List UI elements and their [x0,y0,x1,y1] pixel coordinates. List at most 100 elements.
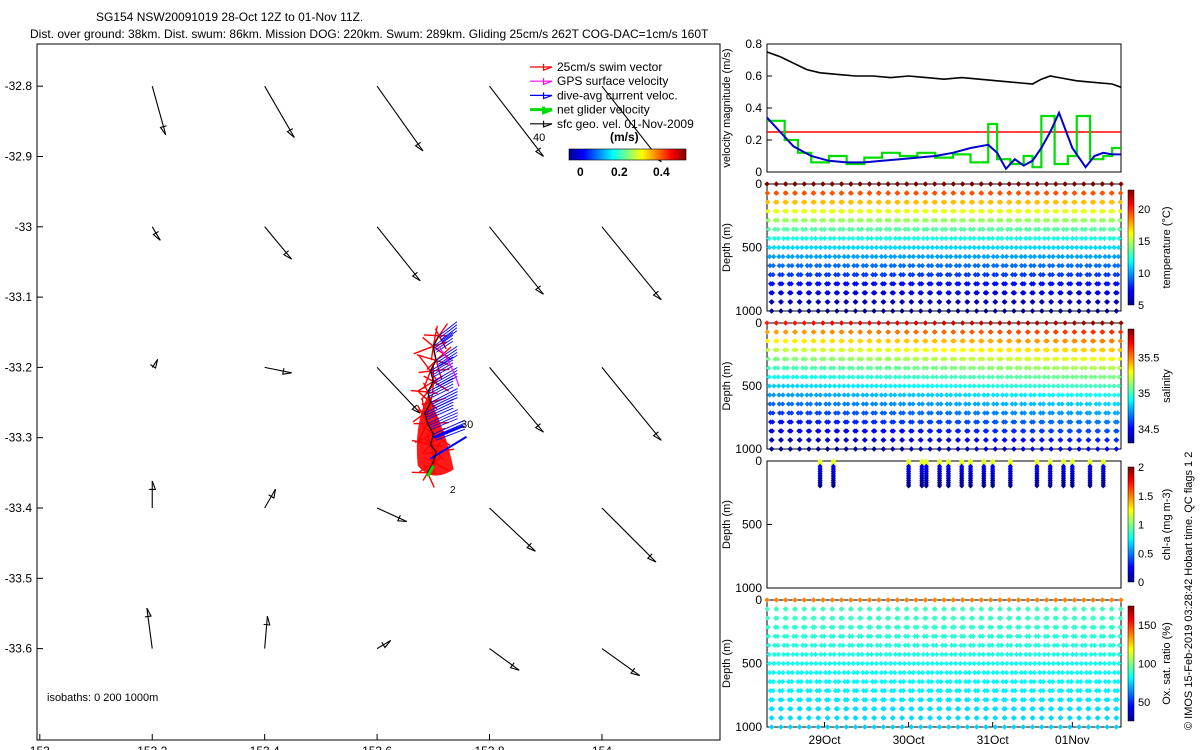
geo-vector-head [652,290,662,301]
salinity-point [975,401,981,407]
oxygen-point [1060,660,1066,667]
temperature-point [916,262,922,269]
salinity-point [812,365,818,371]
temperature-point [808,253,814,260]
oxygen-point [1085,724,1092,730]
temperature-point [817,253,823,260]
salinity-point [924,365,930,371]
oxygen-point [943,660,950,667]
salinity-point [882,401,888,407]
oxygen-point [927,715,934,721]
salinity-point [1031,410,1037,416]
salinity-point [1025,320,1031,326]
temperature-point [781,226,787,233]
temperature-point [976,235,982,242]
temperature-point [1045,226,1051,233]
chl-point [817,483,823,489]
oxygen-point [980,642,986,649]
temperature-point [863,262,870,269]
oxygen-point [839,606,845,612]
salinity-point [987,320,994,326]
temperature-point [808,244,814,251]
temperature-point [1027,244,1033,251]
temperature-point [780,235,787,242]
temperature-point [769,299,775,305]
temperature-point [1056,262,1062,269]
salinity-point [803,365,809,371]
geo-vector [489,85,544,157]
oxygen-point [806,706,813,712]
temperature-point [1082,226,1089,233]
salinity-point [797,419,804,425]
salinity-point [1022,383,1029,389]
salinity-point [1053,320,1059,326]
temperature-point [1048,299,1055,305]
swim-vector [423,334,439,337]
salinity-point [915,365,921,371]
salinity-point [867,329,873,335]
salinity-point [841,383,847,389]
legend-swatch-head [542,120,553,128]
temperature-point [827,235,833,242]
oxygen-point [851,678,857,685]
oxygen-point [1004,660,1010,667]
salinity-point [988,338,994,344]
salinity-point [826,410,832,416]
salinity-point [900,410,907,416]
salinity-point [970,347,976,353]
swim-vector [423,375,434,383]
oxygen-point [910,669,917,676]
oxygen-point [1031,669,1038,676]
oxygen-point [817,669,823,676]
geo-vector-head [282,368,292,375]
panel-y-tick-label: 1000 [735,442,762,456]
salinity-point [873,401,879,407]
oxygen-point [902,642,908,649]
oxygen-point [882,678,888,685]
salinity-point [1096,410,1102,416]
dac-vector [428,412,458,427]
oxygen-point [793,624,799,630]
salinity-point [881,437,887,443]
salinity-point [936,446,943,452]
oxygen-point [924,642,930,649]
salinity-point [1067,446,1073,452]
oxygen-point [1001,724,1008,730]
salinity-point [1008,383,1015,389]
temperature-point [818,226,824,233]
temperature-point [1108,181,1115,187]
temperature-point [876,190,882,196]
salinity-point [952,383,959,389]
salinity-point [774,338,780,344]
salinity-point [810,320,817,326]
oxygen-point [1064,660,1071,667]
oxygen-point [1006,606,1013,612]
temperature-point [1071,181,1078,187]
oxygen-point [999,651,1005,658]
temperature-point [1014,226,1020,233]
oxygen-point [849,633,855,639]
temperature-point [783,190,789,196]
temperature-point [877,217,883,223]
salinity-point [784,356,790,362]
temperature-point [1092,244,1099,251]
oxygen-point [985,669,991,676]
oxygen-point [974,715,980,721]
salinity-point [946,428,953,434]
oxygen-point [1074,660,1080,667]
oxygen-point [961,642,967,649]
temperature-point [1083,235,1089,242]
panel-colorbar-tick: 50 [1138,697,1150,709]
credit-text: © IMOS 15-Feb-2019 03:28:42 Hobart time.… [1183,452,1195,730]
temperature-point [999,253,1006,260]
temperature-point [803,235,809,242]
salinity-point [989,365,995,371]
oxygen-point [1050,678,1056,685]
oxygen-point [858,633,865,639]
oxygen-point [913,606,920,612]
temperature-point [869,253,875,260]
oxygen-point [877,642,884,649]
salinity-point [1001,446,1008,452]
salinity-point [1106,383,1113,389]
oxygen-point [896,642,902,649]
